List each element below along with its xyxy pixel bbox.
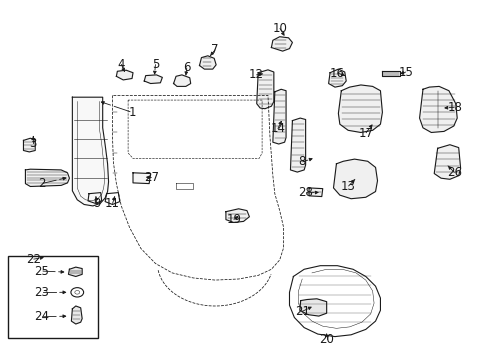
Text: 1: 1	[128, 106, 136, 119]
Text: 4: 4	[117, 58, 125, 71]
Text: 21: 21	[294, 305, 309, 318]
Polygon shape	[173, 75, 190, 86]
Text: 19: 19	[226, 213, 241, 226]
Polygon shape	[133, 173, 150, 184]
Polygon shape	[419, 86, 456, 132]
Text: 20: 20	[319, 333, 333, 346]
Text: 6: 6	[183, 61, 190, 74]
Text: 17: 17	[358, 127, 372, 140]
Text: 18: 18	[447, 101, 461, 114]
Polygon shape	[68, 267, 82, 276]
Polygon shape	[382, 71, 399, 76]
Polygon shape	[23, 138, 35, 152]
Text: 22: 22	[26, 253, 41, 266]
Polygon shape	[328, 69, 346, 87]
Text: 5: 5	[151, 58, 159, 71]
Text: 13: 13	[340, 180, 355, 193]
Text: 23: 23	[34, 286, 49, 299]
Text: 28: 28	[298, 186, 312, 199]
Text: 2: 2	[38, 177, 45, 190]
Text: 12: 12	[248, 68, 263, 81]
Polygon shape	[299, 299, 326, 316]
Text: 27: 27	[144, 171, 159, 184]
Text: 10: 10	[272, 22, 286, 35]
Text: 26: 26	[447, 166, 461, 179]
Polygon shape	[144, 75, 162, 84]
Text: 14: 14	[270, 122, 285, 135]
Text: 25: 25	[34, 265, 49, 278]
Polygon shape	[116, 70, 133, 80]
Polygon shape	[25, 169, 69, 186]
Text: 16: 16	[329, 67, 344, 80]
Polygon shape	[271, 37, 292, 51]
Polygon shape	[71, 306, 82, 324]
Text: 9: 9	[93, 197, 101, 210]
Polygon shape	[199, 56, 216, 69]
Bar	[8, 256, 98, 338]
Polygon shape	[338, 85, 382, 132]
Text: 8: 8	[298, 156, 305, 168]
Polygon shape	[272, 89, 285, 144]
Polygon shape	[433, 145, 460, 179]
Polygon shape	[290, 118, 305, 172]
Polygon shape	[256, 70, 273, 109]
Text: 24: 24	[34, 310, 49, 323]
Text: 15: 15	[398, 66, 412, 78]
Polygon shape	[308, 188, 322, 197]
Text: 7: 7	[211, 43, 219, 56]
Text: 11: 11	[105, 197, 120, 210]
Text: 3: 3	[29, 137, 37, 150]
Polygon shape	[72, 97, 108, 206]
Polygon shape	[225, 209, 249, 222]
Polygon shape	[333, 159, 377, 199]
